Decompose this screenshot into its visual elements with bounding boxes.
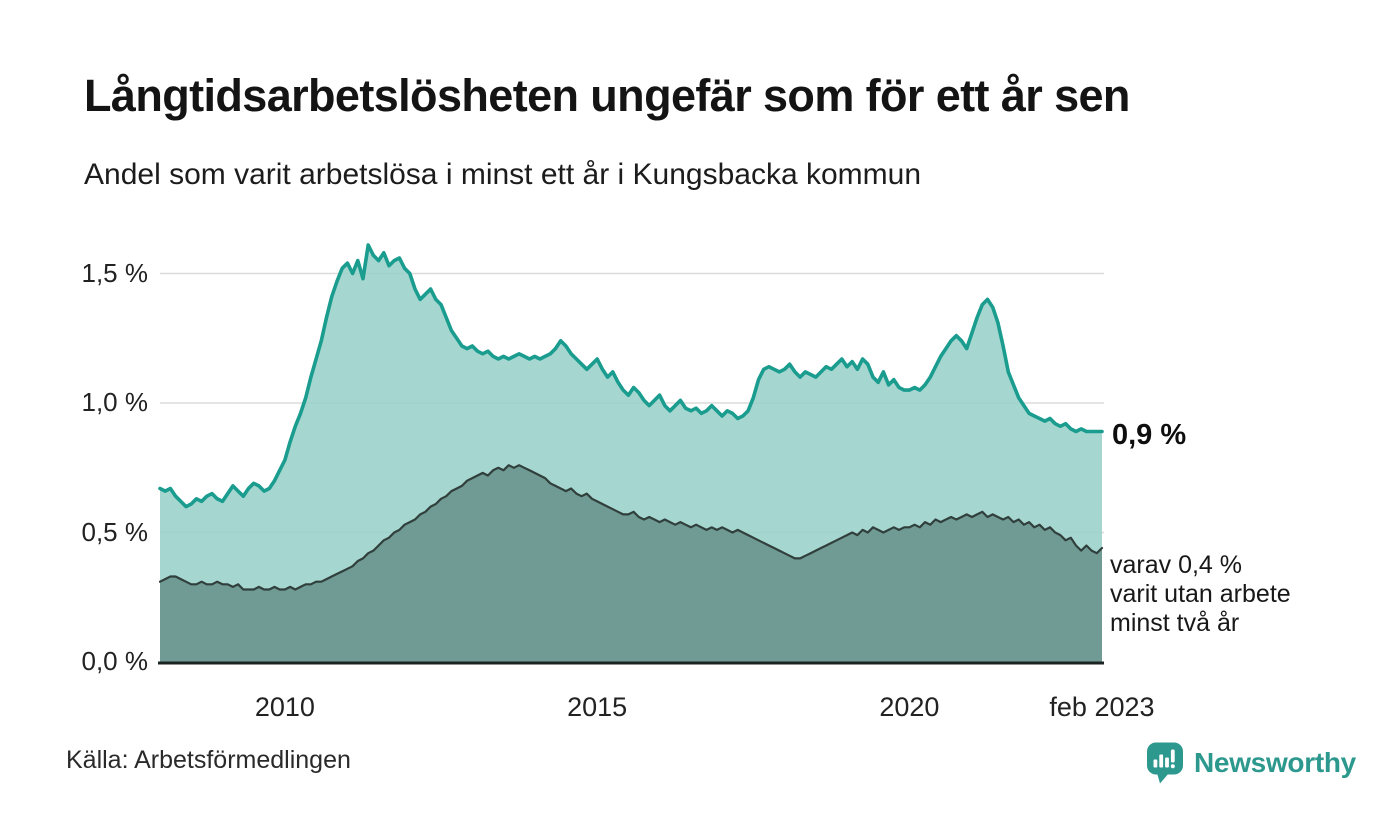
arbetslosa-minst-tva-ar-area [160, 465, 1102, 662]
chart-subtitle: Andel som varit arbetslösa i minst ett å… [84, 158, 922, 191]
secondary-annotation: varav 0,4 % varit utan arbete minst två … [1110, 551, 1291, 638]
source-note: Källa: Arbetsförmedlingen [66, 746, 351, 774]
bar-chart-speech-bubble-icon [1147, 742, 1183, 784]
arbetslosa-minst-tva-ar-line [158, 464, 1104, 591]
page-title: Långtidsarbetslösheten ungefär som för e… [84, 70, 1130, 121]
newsworthy-logo: Newsworthy [1146, 742, 1356, 784]
secondary-annotation-line: varit utan arbete [1110, 580, 1291, 608]
y-tick-label: 0,0 % [81, 645, 149, 676]
secondary-annotation-line: varav 0,4 % [1110, 551, 1243, 579]
y-tick-label: 0,5 % [81, 516, 149, 547]
y-tick-label: 1,0 % [81, 386, 149, 417]
y-axis-labels: 0,0 % 0,5 % 1,0 % 1,5 % [0, 0, 149, 840]
latest-value-annotation: 0,9 % [1112, 419, 1187, 451]
newsworthy-logo-text: Newsworthy [1194, 747, 1356, 778]
secondary-annotation-line: minst två år [1110, 609, 1240, 637]
y-tick-label: 1,5 % [81, 257, 149, 288]
arbetslosa-minst-ett-ar-line [158, 243, 1104, 509]
